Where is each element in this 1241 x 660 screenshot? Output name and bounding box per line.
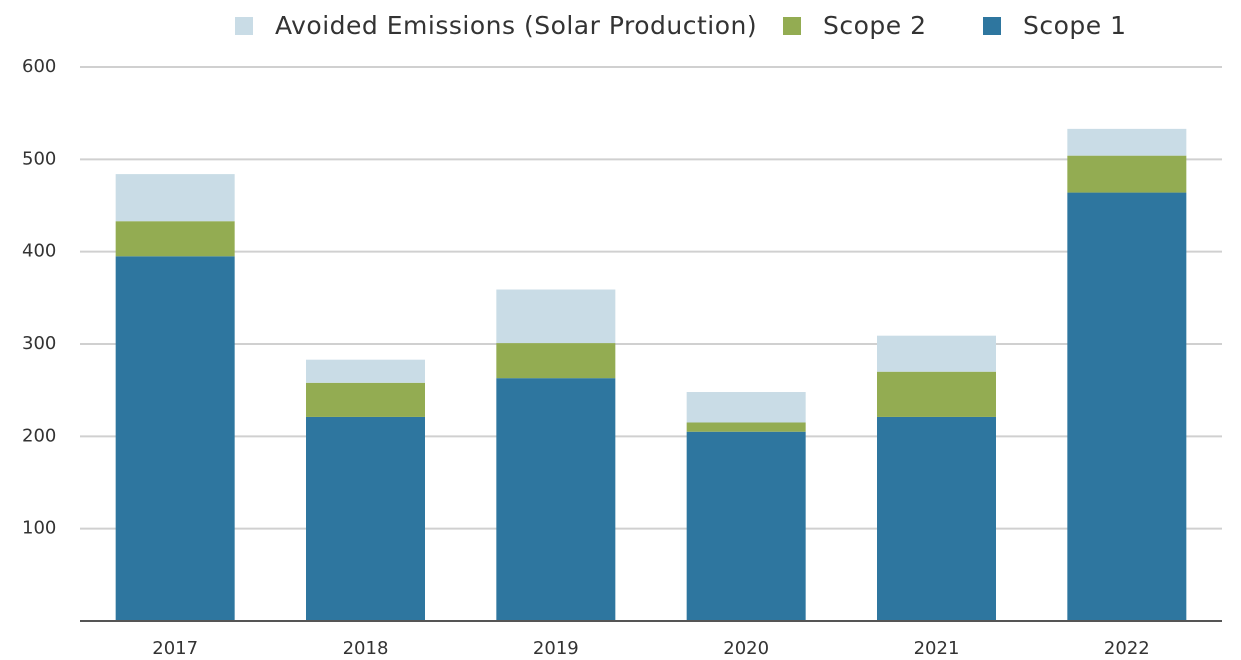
- legend-label: Scope 1: [1023, 11, 1127, 40]
- bar-segment: [306, 359, 425, 383]
- x-tick-label: 2018: [343, 638, 389, 659]
- x-tick-label: 2017: [152, 638, 198, 659]
- legend-swatch: [783, 17, 801, 35]
- bar-segment: [115, 221, 235, 257]
- y-tick-label: 200: [22, 425, 56, 446]
- legend-label: Scope 2: [823, 11, 927, 40]
- bar-segment: [1067, 155, 1187, 193]
- bar-segment: [877, 371, 996, 417]
- bar-segment: [877, 335, 996, 372]
- legend-swatch: [235, 17, 253, 35]
- bar-segment: [1067, 128, 1187, 156]
- y-tick-label: 500: [22, 148, 56, 169]
- x-tick-label: 2022: [1104, 638, 1150, 659]
- bar-segment: [306, 416, 425, 621]
- y-tick-label: 600: [22, 56, 56, 77]
- legend-swatch: [983, 17, 1001, 35]
- bar-segment: [115, 256, 235, 621]
- bar-segment: [686, 431, 806, 621]
- bar-segment: [877, 416, 996, 621]
- bar-segment: [496, 289, 616, 344]
- bar-segment: [686, 422, 806, 432]
- bar-segment: [686, 392, 806, 423]
- x-tick-label: 2021: [914, 638, 960, 659]
- bar-segment: [496, 378, 616, 621]
- y-tick-label: 100: [22, 518, 56, 539]
- bar-segment: [496, 343, 616, 379]
- y-tick-label: 300: [22, 333, 56, 354]
- legend-label: Avoided Emissions (Solar Production): [275, 11, 757, 40]
- y-tick-label: 400: [22, 241, 56, 262]
- bar-segment: [115, 174, 235, 222]
- x-tick-label: 2019: [533, 638, 579, 659]
- bar-segment: [1067, 192, 1187, 621]
- bar-segment: [306, 382, 425, 417]
- x-tick-label: 2020: [723, 638, 769, 659]
